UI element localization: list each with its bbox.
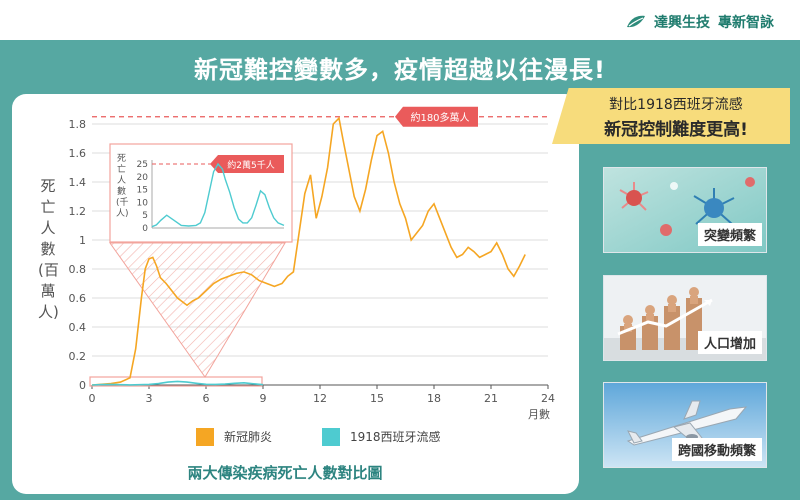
headline: 新冠難控變數多，疫情超越以往漫長!: [194, 56, 606, 84]
inset-annotation-arrow: [210, 155, 284, 173]
card-mutation: 突變頻繁: [603, 167, 767, 253]
x-tick-label: 24: [541, 392, 555, 405]
callout-line2: 新冠控制難度更高!: [604, 120, 748, 140]
zoom-callout-triangle: [109, 242, 286, 378]
inset-y-tick-label: 20: [137, 173, 149, 183]
y-tick-label: 1: [79, 234, 86, 247]
zoom-source-region: [89, 376, 263, 387]
series-line: [91, 116, 526, 386]
legend-swatch: [322, 428, 340, 446]
inset-series-line: [151, 162, 285, 228]
x-tick-label: 0: [89, 392, 96, 405]
brand-tagline: 專新智詠: [718, 15, 774, 31]
y-tick-label: 0.2: [69, 350, 87, 363]
brand-name: 達興生技: [654, 15, 710, 31]
callout-line1: 對比1918西班牙流感: [609, 97, 743, 113]
inset-y-tick-label: 15: [137, 186, 148, 196]
top-bar: 達興生技 專新智詠: [0, 0, 800, 40]
y-tick-label: 0.6: [69, 292, 87, 305]
inset-y-axis-title: 死亡人數(千人): [116, 154, 129, 219]
x-tick-label: 9: [260, 392, 267, 405]
y-tick-label: 1.4: [69, 176, 87, 189]
virus-illustration-icon: [604, 168, 766, 252]
y-tick-label: 1.6: [69, 147, 87, 160]
legend-label: 1918西班牙流感: [350, 429, 441, 444]
x-tick-label: 6: [203, 392, 210, 405]
x-tick-label: 12: [313, 392, 327, 405]
inset-y-tick-label: 25: [137, 160, 148, 170]
legend-swatch: [196, 428, 214, 446]
peak-annotation-arrow: [395, 106, 478, 127]
y-tick-label: 0.8: [69, 263, 87, 276]
card-label-population: 人口增加: [697, 331, 762, 354]
card-label-travel: 跨國移動頻繁: [671, 438, 762, 461]
inset-y-tick-label: 0: [142, 224, 148, 234]
y-tick-label: 1.2: [69, 205, 87, 218]
card-population: 人口增加: [603, 275, 767, 361]
x-tick-label: 21: [484, 392, 498, 405]
y-tick-label: 0.4: [69, 321, 87, 334]
legend-label: 新冠肺炎: [224, 429, 272, 444]
y-tick-label: 0: [79, 379, 86, 392]
brand-leaf-icon: [627, 15, 645, 28]
callout-banner: 對比1918西班牙流感 新冠控制難度更高!: [552, 88, 790, 144]
x-tick-label: 15: [370, 392, 384, 405]
inset-annotation-label: 約2萬5千人: [227, 159, 274, 171]
brand: 達興生技 專新智詠: [626, 12, 774, 32]
card-label-mutation: 突變頻繁: [697, 223, 762, 246]
x-tick-label: 18: [427, 392, 441, 405]
y-tick-label: 1.8: [69, 118, 87, 131]
peak-annotation-label: 約180多萬人: [410, 111, 469, 124]
chart-caption: 兩大傳染疾病死亡人數對比圖: [187, 464, 383, 482]
inset-y-tick-label: 5: [142, 211, 148, 221]
card-travel: 跨國移動頻繁: [603, 382, 767, 468]
series-line: [91, 380, 264, 386]
x-tick-label: 3: [146, 392, 153, 405]
inset-y-tick-label: 10: [137, 198, 149, 208]
chart-panel: [12, 94, 579, 494]
x-axis-title: 月數: [528, 408, 550, 421]
y-axis-title: 死亡人數(百萬人): [38, 177, 59, 321]
